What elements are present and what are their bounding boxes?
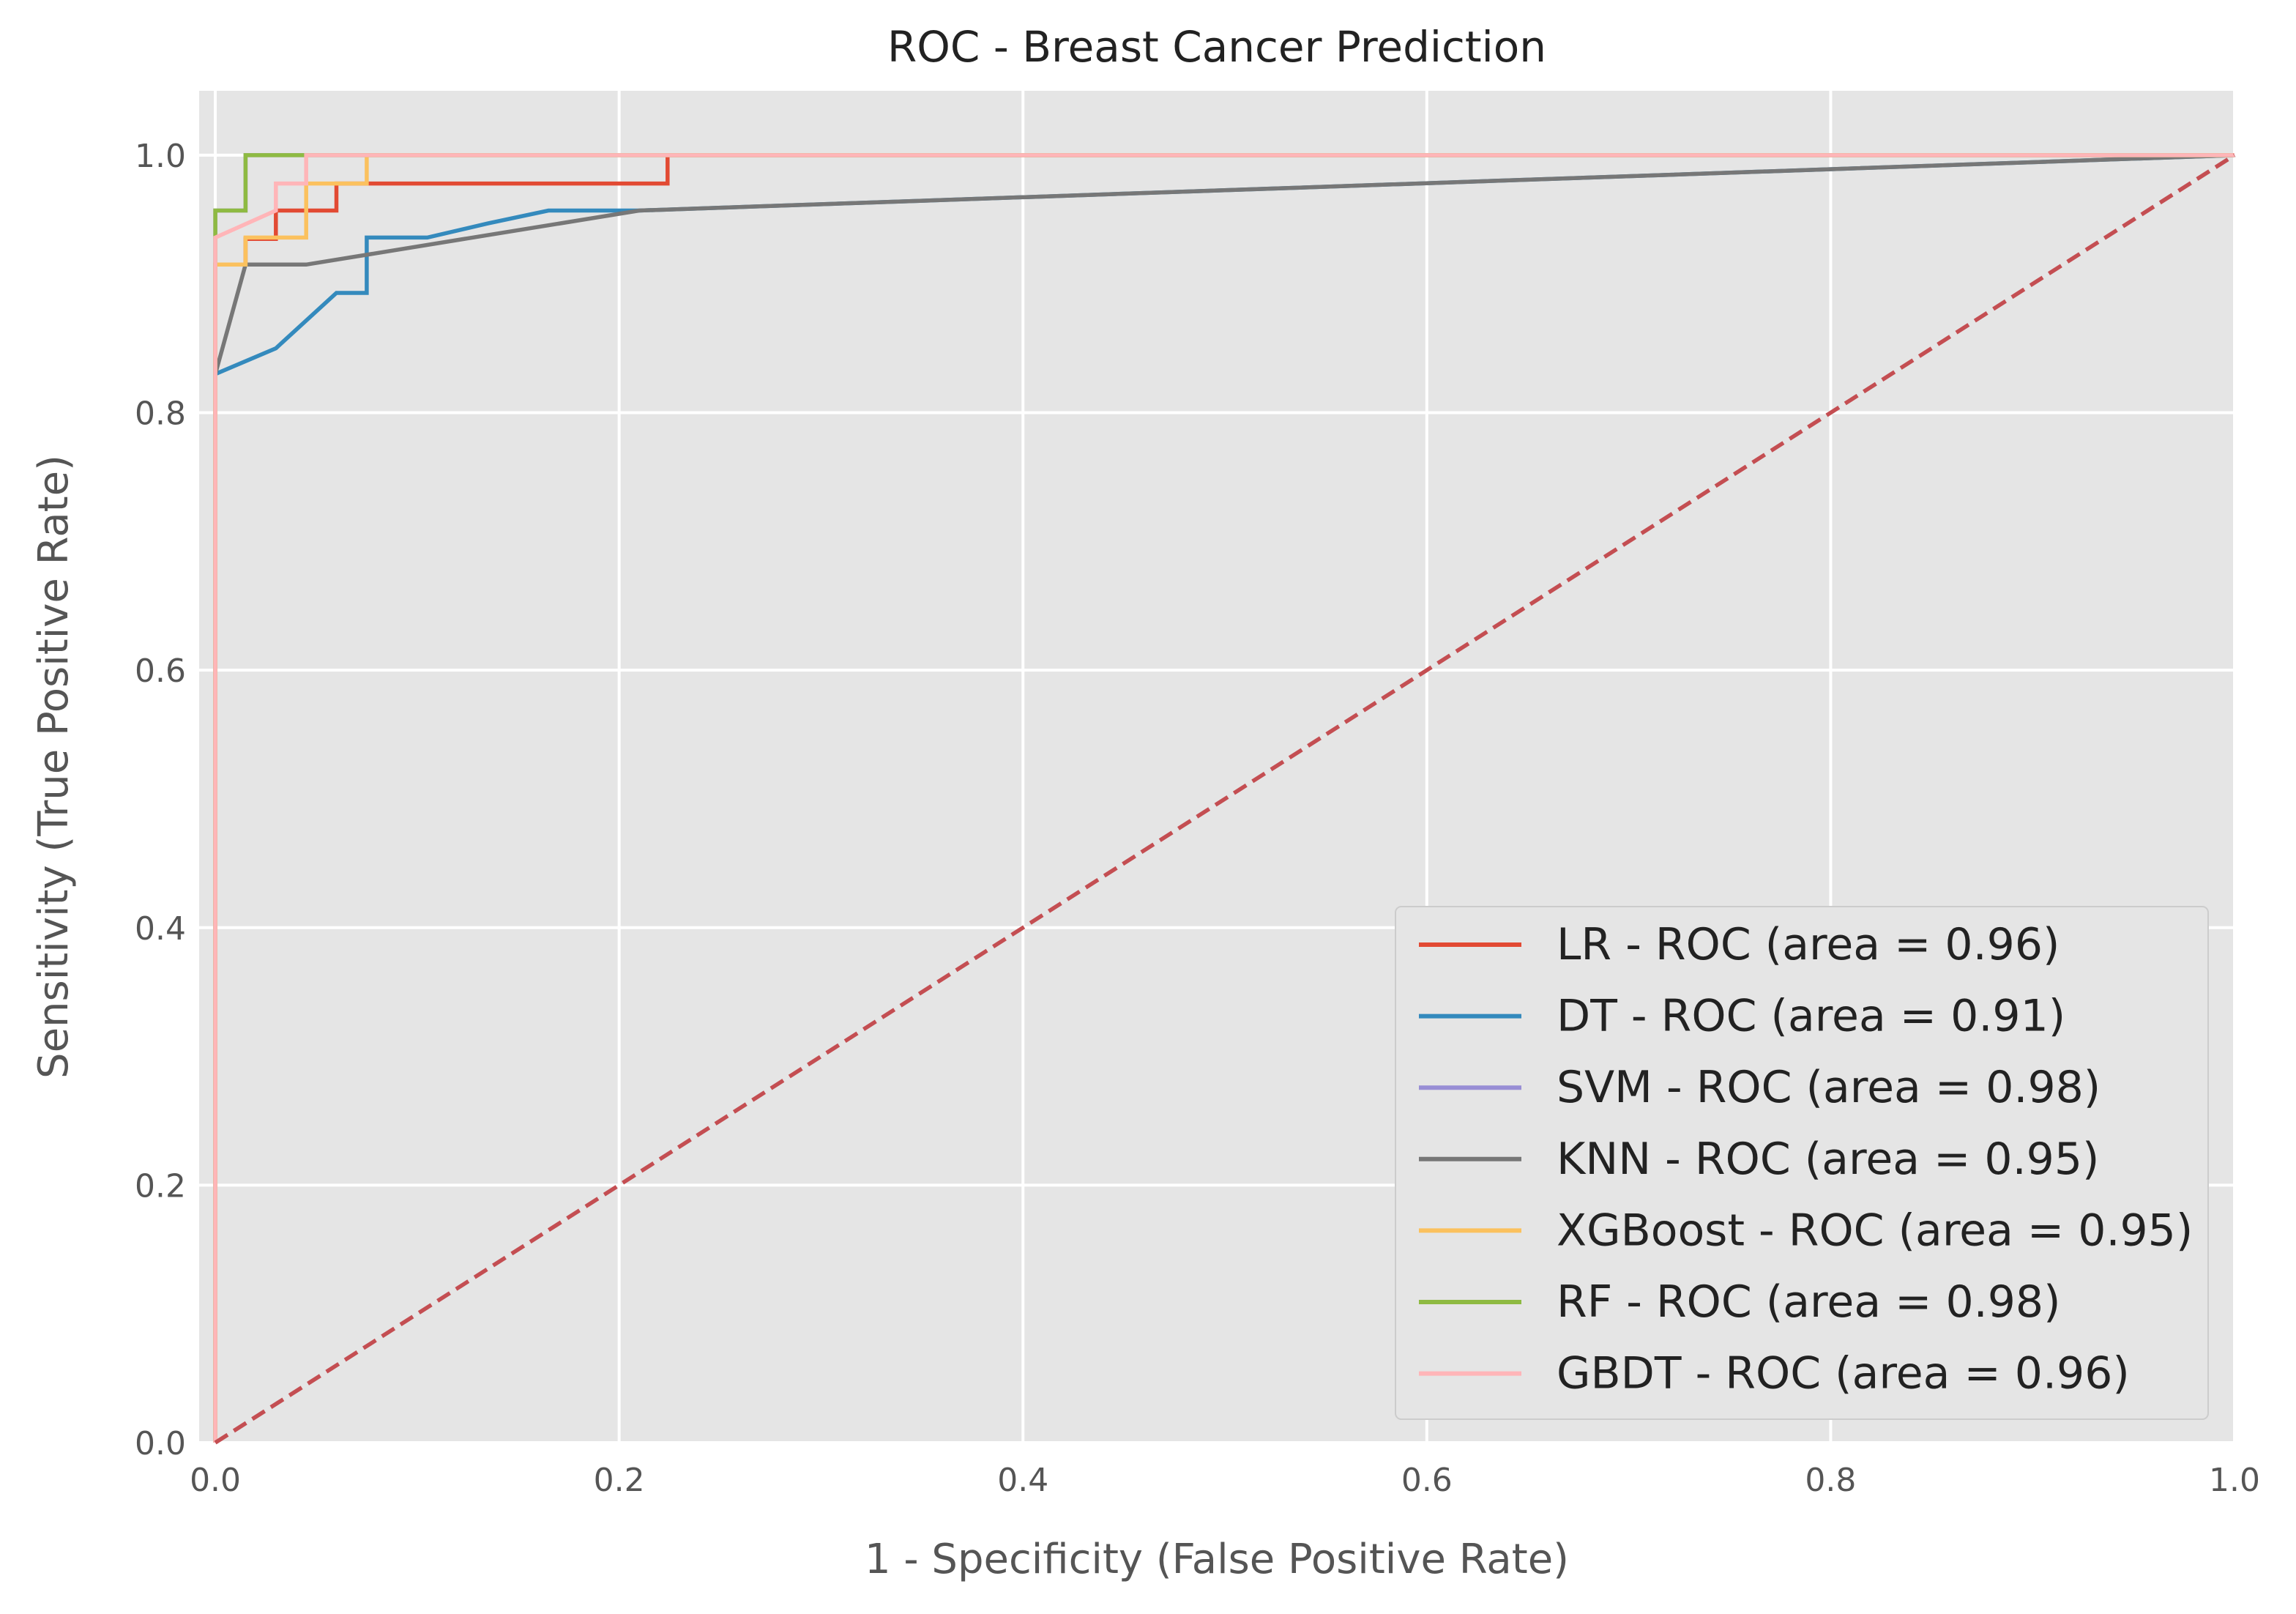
x-tick-label: 0.8 <box>1805 1462 1856 1499</box>
series-lines <box>213 153 2236 1445</box>
x-tick-label: 0.0 <box>190 1462 241 1499</box>
x-tick-label: 0.6 <box>1401 1462 1453 1499</box>
legend-label-5: RF - ROC (area = 0.98) <box>1557 1276 2061 1328</box>
legend-box <box>1395 906 2209 1420</box>
grid <box>199 91 2236 1444</box>
y-tick-label: 0.4 <box>135 910 186 948</box>
y-tick-label: 0.2 <box>135 1167 186 1205</box>
legend-label-4: XGBoost - ROC (area = 0.95) <box>1557 1205 2193 1256</box>
legend-label-6: GBDT - ROC (area = 0.96) <box>1557 1348 2130 1399</box>
legend: LR - ROC (area = 0.96) DT - ROC (area = 0… <box>1395 906 2209 1420</box>
legend-label-0: LR - ROC (area = 0.96) <box>1557 919 2060 970</box>
y-axis-label: Sensitivity (True Positive Rate) <box>30 455 78 1079</box>
series-line-6 <box>213 153 2234 1443</box>
y-tick-label: 1.0 <box>135 138 186 175</box>
x-axis-label: 1 - Specificity (False Positive Rate) <box>865 1536 1569 1583</box>
y-tick-label: 0.8 <box>135 395 186 433</box>
tick-labels: 0.0 0.2 0.4 0.6 0.8 1.0 0.0 0.2 0.4 0.6 0.8 1.0 <box>135 138 2260 1499</box>
y-tick-label: 0.6 <box>135 652 186 690</box>
legend-label-3: KNN - ROC (area = 0.95) <box>1557 1134 2099 1185</box>
legend-items: LR - ROC (area = 0.96) DT - ROC (area = 0… <box>1419 919 2193 1399</box>
legend-label-2: SVM - ROC (area = 0.98) <box>1557 1062 2101 1113</box>
legend-label-1: DT - ROC (area = 0.91) <box>1557 991 2065 1042</box>
series-line-1 <box>215 153 2235 376</box>
y-tick-label: 0.0 <box>135 1425 186 1462</box>
x-tick-label: 0.4 <box>997 1462 1048 1499</box>
series-line-4 <box>213 153 2234 1443</box>
x-tick-label: 1.0 <box>2209 1462 2260 1499</box>
series-line-3 <box>213 153 2235 375</box>
diagonal-reference-line <box>214 153 2236 1445</box>
x-tick-label: 0.2 <box>594 1462 645 1499</box>
chart-title: ROC - Breast Cancer Prediction <box>887 22 1546 72</box>
